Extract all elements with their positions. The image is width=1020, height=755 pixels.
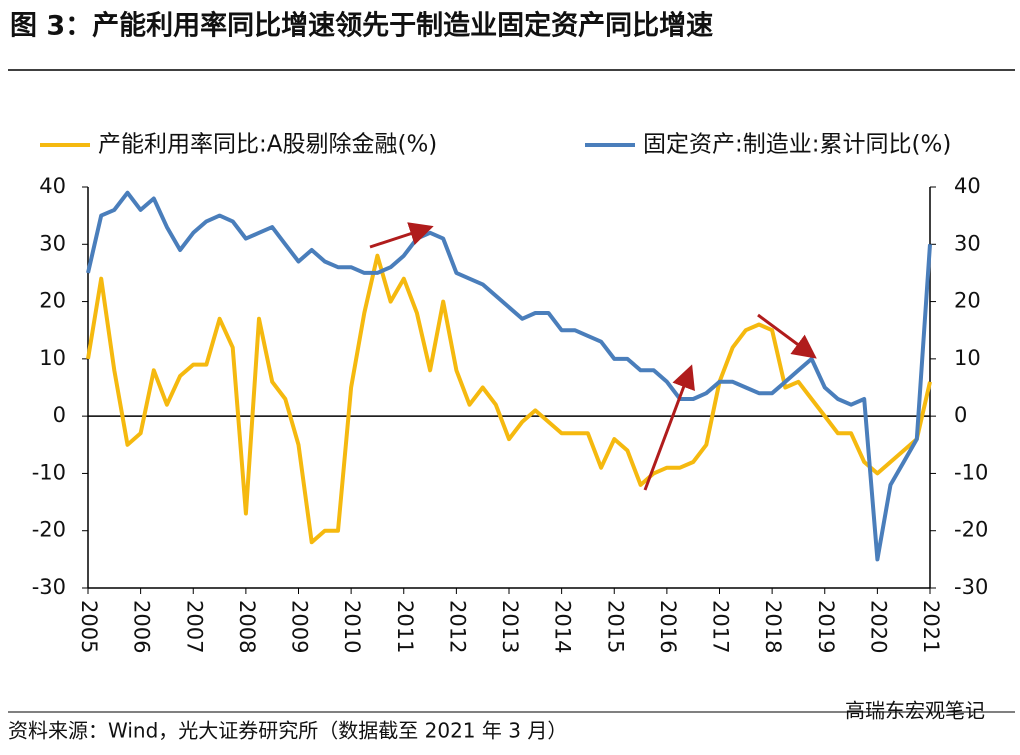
y2-tick-label: 40 bbox=[954, 174, 981, 198]
x-tick-label: 2021 bbox=[919, 600, 943, 653]
y2-tick-label: 10 bbox=[954, 346, 981, 370]
x-tick-label: 2018 bbox=[761, 600, 785, 653]
x-tick-label: 2006 bbox=[130, 600, 154, 653]
chart-title: 图 3：产能利用率同比增速领先于制造业固定资产同比增速 bbox=[10, 10, 713, 42]
x-tick-label: 2017 bbox=[709, 600, 733, 653]
series-line bbox=[86, 253, 932, 545]
y2-tick-label: 0 bbox=[954, 403, 967, 427]
series-line bbox=[86, 190, 932, 562]
y2-tick-label: -30 bbox=[954, 575, 988, 599]
y-tick-label: 40 bbox=[39, 174, 66, 198]
x-tick-label: 2007 bbox=[182, 600, 206, 653]
source-note: 资料来源：Wind，光大证券研究所（数据截至 2021 年 3 月） bbox=[8, 719, 567, 743]
y-tick-label: 20 bbox=[39, 289, 66, 313]
arrow bbox=[757, 313, 817, 359]
x-tick-label: 2012 bbox=[445, 600, 469, 653]
legend-label: 产能利用率同比:A股剔除金融(%) bbox=[98, 132, 437, 158]
plot-area: -30 -20 -10 0 10 20 30 40 -30 -20 -10 0 10 20 30 40 2005… bbox=[32, 174, 989, 653]
y-tick-label: 10 bbox=[39, 346, 66, 370]
x-tick-label: 2015 bbox=[603, 600, 627, 653]
y-tick-label: 30 bbox=[39, 231, 66, 255]
y2-tick-label: -10 bbox=[954, 460, 988, 484]
y2-tick-label: 30 bbox=[954, 231, 981, 255]
x-tick-label: 2011 bbox=[393, 600, 417, 653]
watermark: 高瑞东宏观笔记 bbox=[845, 699, 985, 723]
y-tick-label: -20 bbox=[32, 518, 66, 542]
x-tick-label: 2014 bbox=[551, 600, 575, 653]
legend: 产能利用率同比:A股剔除金融(%) 固定资产:制造业:累计同比(%) bbox=[40, 132, 951, 158]
y-tick-label: 0 bbox=[53, 403, 66, 427]
y-tick-label: -30 bbox=[32, 575, 66, 599]
x-tick-label: 2016 bbox=[656, 600, 680, 653]
x-tick-label: 2010 bbox=[340, 600, 364, 653]
arrow bbox=[369, 222, 434, 249]
y-tick-label: -10 bbox=[32, 460, 66, 484]
x-tick-label: 2008 bbox=[235, 600, 259, 653]
x-tick-label: 2019 bbox=[814, 600, 838, 653]
y2-tick-label: -20 bbox=[954, 518, 988, 542]
x-tick-label: 2005 bbox=[77, 600, 101, 653]
x-tick-label: 2013 bbox=[498, 600, 522, 653]
x-tick-label: 2009 bbox=[288, 600, 312, 653]
y2-tick-label: 20 bbox=[954, 289, 981, 313]
x-tick-label: 2020 bbox=[866, 600, 890, 653]
arrow bbox=[643, 364, 695, 491]
legend-label: 固定资产:制造业:累计同比(%) bbox=[643, 132, 951, 158]
